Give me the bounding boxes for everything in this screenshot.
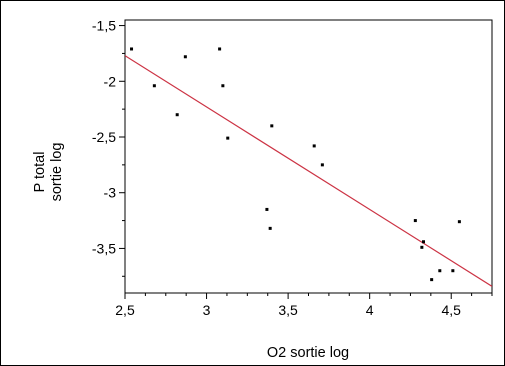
data-point: [421, 240, 425, 244]
data-point: [312, 144, 316, 148]
data-point: [218, 47, 222, 51]
data-point: [152, 84, 156, 88]
data-point: [175, 113, 179, 117]
x-tick-label: 3: [203, 302, 211, 318]
y-tick-label: -3: [104, 185, 117, 201]
data-point: [457, 220, 461, 224]
data-point: [268, 226, 272, 230]
data-point: [430, 278, 434, 282]
data-point: [221, 84, 225, 88]
data-point: [226, 136, 230, 140]
y-tick-label: -1,5: [92, 18, 116, 34]
y-tick-label: -2,5: [92, 129, 116, 145]
data-point: [438, 269, 442, 273]
data-point: [265, 207, 269, 211]
data-point: [130, 47, 134, 51]
data-point: [270, 124, 274, 128]
regression-line: [125, 55, 492, 287]
x-tick-label: 4: [366, 302, 374, 318]
data-point: [451, 269, 455, 273]
x-axis-label: O2 sortie log: [267, 345, 349, 361]
data-point: [320, 163, 324, 167]
y-axis-label-line-1: P total: [32, 152, 48, 193]
y-axis-label-line-2: sortie log: [49, 143, 65, 202]
y-tick-label: -3,5: [92, 240, 116, 256]
x-tick-label: 2,5: [115, 302, 135, 318]
data-point: [413, 219, 417, 223]
plot-layer: 2,5 3 3,5 4 4,5 -1,5 -2 -2,5 -3 -3,5: [92, 18, 493, 318]
x-tick-label: 3,5: [278, 302, 298, 318]
y-tick-label: -2: [104, 73, 117, 89]
data-point: [420, 245, 424, 249]
x-tick-label: 4,5: [441, 302, 461, 318]
data-point: [183, 55, 187, 59]
